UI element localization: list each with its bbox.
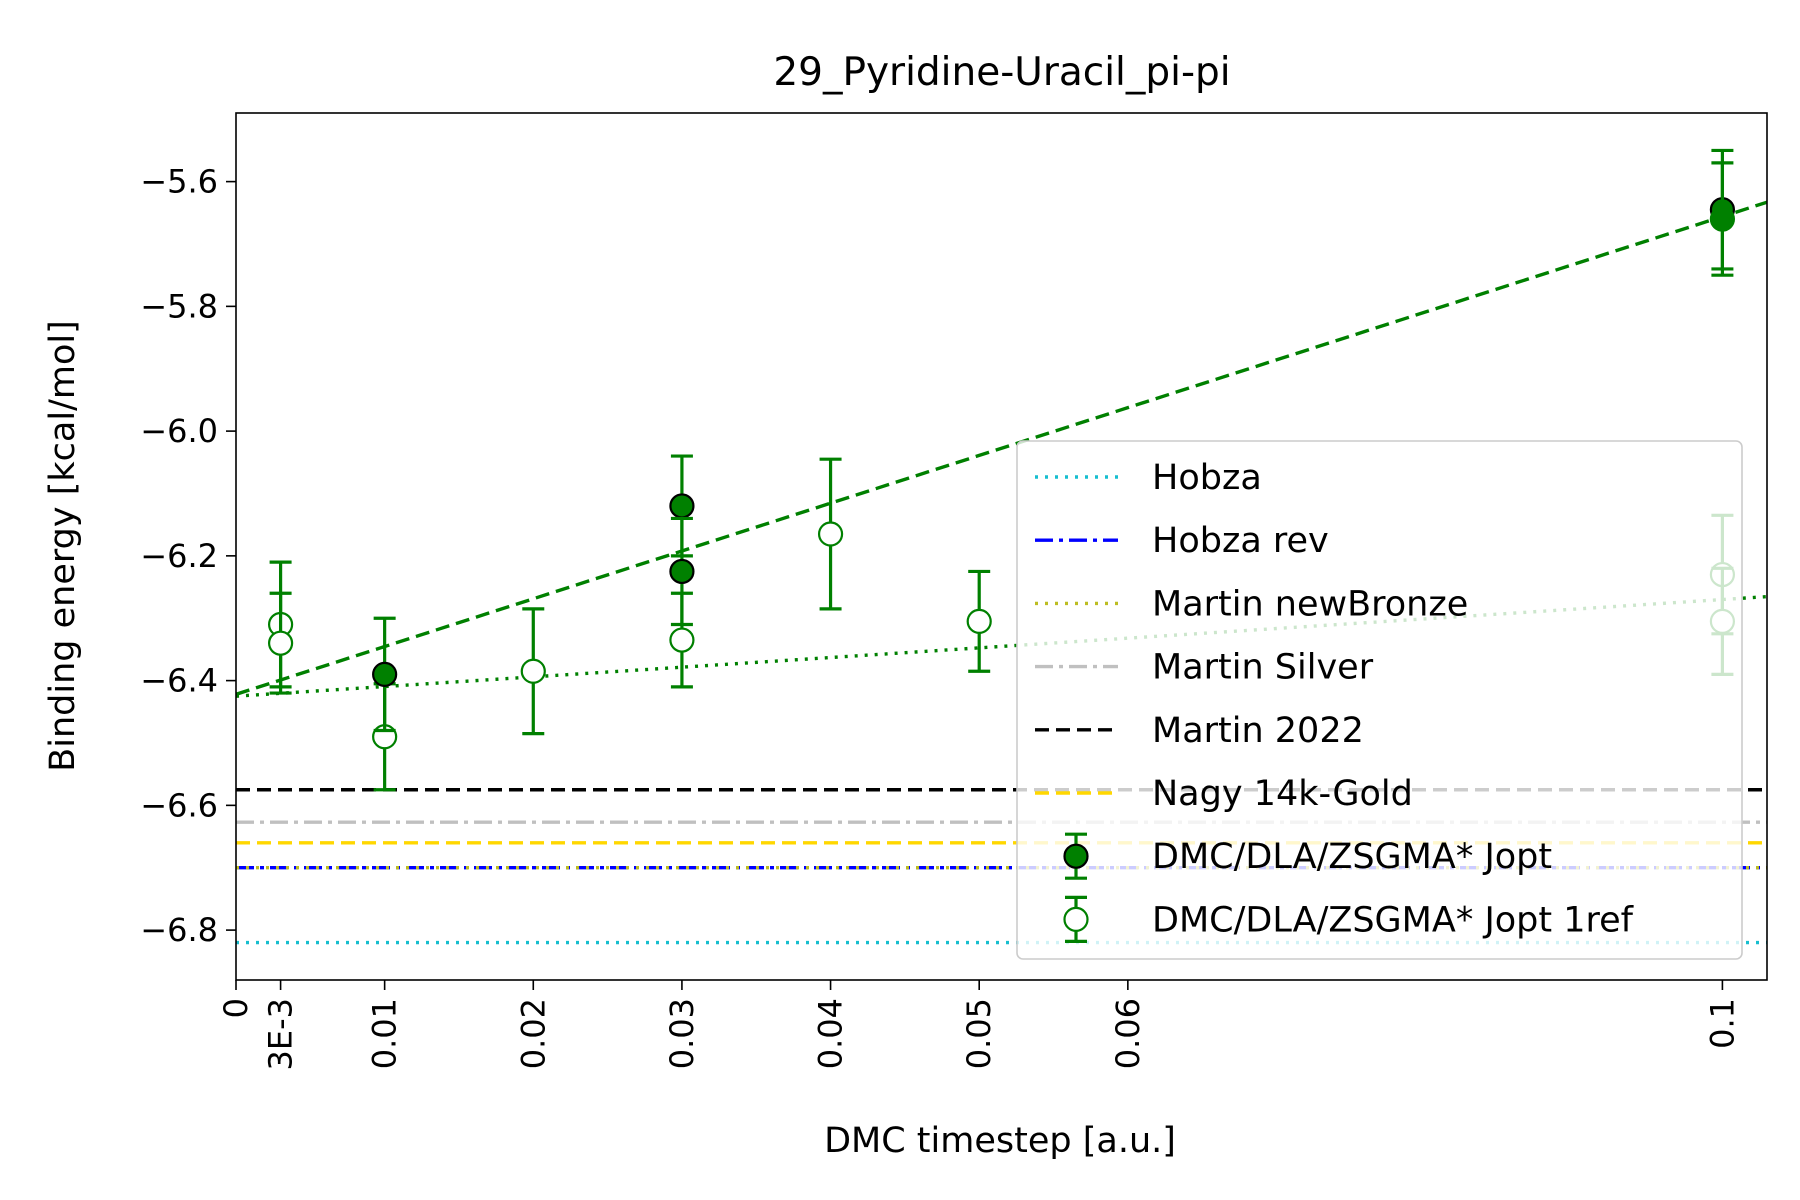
legend-item-6: DMC/DLA/ZSGMA* Jopt <box>1063 832 1552 880</box>
x-tick-label-3: 0.02 <box>514 998 552 1069</box>
data-point-1-5 <box>817 457 844 611</box>
legend-label-1: Hobza rev <box>1152 521 1329 561</box>
data-point-1-3 <box>520 607 546 736</box>
legend-item-4: Martin 2022 <box>1035 711 1364 751</box>
legend-label-4: Martin 2022 <box>1152 711 1364 751</box>
chart-title: 29_Pyridine-Uracil_pi-pi <box>773 50 1230 95</box>
legend-label-7: DMC/DLA/ZSGMA* Jopt 1ref <box>1152 900 1634 940</box>
y-tick-label-4: −6.4 <box>140 662 218 700</box>
fit-line-0 <box>236 200 1767 696</box>
x-axis: 0 3E-3 0.01 0.02 0.03 0.04 0.05 0.06 0.1 <box>217 980 1741 1070</box>
legend-label-0: Hobza <box>1152 458 1262 498</box>
x-tick-label-0: 0 <box>217 998 255 1018</box>
legend: Hobza Hobza rev Martin newBronze Martin Sil… <box>1016 440 1743 960</box>
x-tick-label-8: 0.1 <box>1703 998 1741 1049</box>
plot-area <box>236 148 1767 945</box>
y-axis-label: Binding energy [kcal/mol] <box>43 320 83 771</box>
y-tick-label-6: −6.8 <box>140 911 218 949</box>
plot-frame <box>235 112 1768 981</box>
legend-item-3: Martin Silver <box>1035 648 1374 688</box>
y-tick-label-5: −6.6 <box>140 786 218 824</box>
data-point-1-1 <box>267 591 294 695</box>
legend-item-5: Nagy 14k-Gold <box>1035 774 1413 814</box>
data-point-1-4 <box>669 591 695 689</box>
x-tick-label-7: 0.06 <box>1109 998 1147 1069</box>
data-point-1-6 <box>966 569 992 673</box>
legend-label-5: Nagy 14k-Gold <box>1152 774 1413 814</box>
x-tick-label-5: 0.04 <box>812 998 850 1069</box>
legend-item-1: Hobza rev <box>1035 521 1329 561</box>
legend-box <box>1016 440 1743 960</box>
y-tick-label-2: −6.0 <box>140 412 218 450</box>
legend-label-3: Martin Silver <box>1152 648 1374 688</box>
x-tick-label-1: 3E-3 <box>262 998 300 1070</box>
data-point-0-0 <box>372 616 398 733</box>
x-tick-label-6: 0.05 <box>960 998 998 1069</box>
legend-item-2: Martin newBronze <box>1035 584 1468 624</box>
y-axis: −5.6 −5.8 −6.0 −6.2 −6.4 −6.6 −6.8 <box>140 163 236 949</box>
legend-item-0: Hobza <box>1035 458 1262 498</box>
y-tick-label-1: −5.8 <box>140 287 218 325</box>
legend-label-6: DMC/DLA/ZSGMA* Jopt <box>1152 837 1552 877</box>
legend-label-2: Martin newBronze <box>1152 584 1468 624</box>
y-tick-label-3: −6.2 <box>140 537 218 575</box>
data-point-0-2 <box>669 516 695 627</box>
x-axis-label: DMC timestep [a.u.] <box>824 1121 1176 1161</box>
y-tick-label-0: −5.6 <box>140 163 218 201</box>
data-point-0-4 <box>1709 161 1736 277</box>
x-tick-label-4: 0.03 <box>663 998 701 1069</box>
legend-item-7: DMC/DLA/ZSGMA* Jopt 1ref <box>1063 895 1634 944</box>
x-tick-label-2: 0.01 <box>366 998 404 1069</box>
